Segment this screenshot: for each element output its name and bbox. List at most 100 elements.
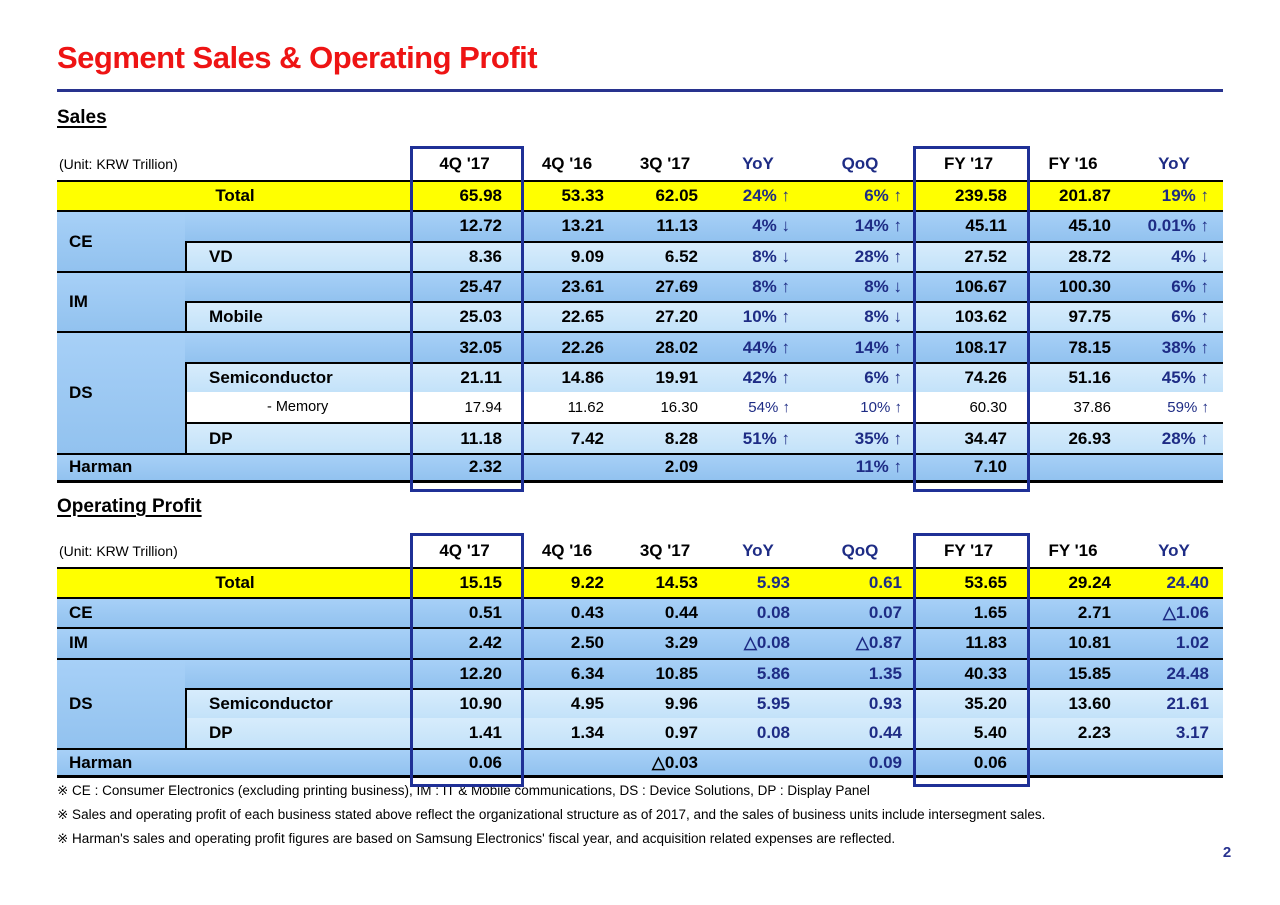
sales-cell-harman-col7	[1125, 452, 1223, 483]
sales-cell-harman-col3	[712, 452, 804, 483]
sales-column-header: 3Q '17	[618, 148, 712, 180]
op-cell-ce-col2: 0.44	[618, 597, 712, 628]
op-row-label-harman: Harman	[57, 748, 185, 779]
sales-cell-memory-col1: 11.62	[516, 392, 618, 423]
sales-column-header: YoY	[1125, 148, 1223, 180]
sales-cell-dp-col3: 51% ↑	[712, 422, 804, 453]
sales-cell-ds-col0: 32.05	[413, 331, 516, 362]
sales-cell-im-col4: 8% ↓	[804, 270, 916, 302]
sales-cell-ds-col2: 28.02	[618, 331, 712, 362]
sales-cell-memory-col6: 37.86	[1021, 392, 1125, 423]
op-cell-total-col5: 53.65	[916, 567, 1021, 598]
sales-cell-total-col1: 53.33	[516, 180, 618, 211]
sales-column-header: 4Q '16	[516, 148, 618, 180]
sales-cell-ds-col5: 108.17	[916, 331, 1021, 362]
op-row-label-ds: DS	[57, 657, 185, 749]
sales-column-header: YoY	[712, 148, 804, 180]
sales-table: (Unit: KRW Trillion) 4Q '17 4Q '16 3Q '17 Yo…	[57, 146, 1223, 492]
sales-cell-memory-col5: 60.30	[916, 392, 1021, 423]
sales-column-header: FY '16	[1021, 148, 1125, 180]
op-cell-im-col5: 11.83	[916, 627, 1021, 658]
op-cell-harman-col3	[712, 748, 804, 779]
op-cell-ds-col3: 5.86	[712, 657, 804, 688]
sales-cell-memory-col3: 54% ↑	[712, 392, 804, 423]
sales-cell-ds-col1: 22.26	[516, 331, 618, 362]
op-cell-im-col6: 10.81	[1021, 627, 1125, 658]
op-row-ce-label-spacer	[185, 597, 413, 628]
sales-cell-harman-col4: 11% ↑	[804, 452, 916, 483]
sales-cell-dp-col0: 11.18	[413, 422, 516, 453]
sales-cell-mobile-col2: 27.20	[618, 301, 712, 332]
sales-cell-harman-col2: 2.09	[618, 452, 712, 483]
op-cell-ce-col1: 0.43	[516, 597, 618, 628]
op-cell-ce-col0: 0.51	[413, 597, 516, 628]
op-cell-im-col3: △0.08	[712, 627, 804, 658]
sales-cell-im-col5: 106.67	[916, 270, 1021, 302]
sales-row-label-ds: DS	[57, 331, 185, 453]
sales-cell-ds-col3: 44% ↑	[712, 331, 804, 362]
op-cell-dp-col1: 1.34	[516, 717, 618, 749]
sales-cell-harman-col5: 7.10	[916, 452, 1021, 483]
op-cell-semiconductor-col4: 0.93	[804, 687, 916, 718]
operating-profit-section-heading: Operating Profit	[57, 496, 202, 517]
sales-cell-vd-col7: 4% ↓	[1125, 240, 1223, 271]
sales-row-label-semiconductor: Semiconductor	[185, 361, 413, 393]
op-cell-harman-col0: 0.06	[413, 748, 516, 779]
sales-cell-ds-col7: 38% ↑	[1125, 331, 1223, 362]
op-cell-dp-col2: 0.97	[618, 717, 712, 749]
op-cell-total-col2: 14.53	[618, 567, 712, 598]
op-cell-dp-col3: 0.08	[712, 717, 804, 749]
sales-cell-harman-col0: 2.32	[413, 452, 516, 483]
op-cell-ce-col6: 2.71	[1021, 597, 1125, 628]
op-column-header: QoQ	[804, 535, 916, 567]
sales-row-label-harman: Harman	[57, 452, 185, 483]
sales-cell-im-col7: 6% ↑	[1125, 270, 1223, 302]
op-column-header: YoY	[1125, 535, 1223, 567]
op-cell-semiconductor-col2: 9.96	[618, 687, 712, 718]
sales-column-header: QoQ	[804, 148, 916, 180]
op-cell-harman-col6	[1021, 748, 1125, 779]
sales-cell-im-col0: 25.47	[413, 270, 516, 302]
op-cell-dp-col5: 5.40	[916, 717, 1021, 749]
op-cell-im-col1: 2.50	[516, 627, 618, 658]
sales-cell-vd-col1: 9.09	[516, 240, 618, 271]
sales-unit-label: (Unit: KRW Trillion)	[57, 148, 413, 180]
footnote-org-structure: ※ Sales and operating profit of each bus…	[57, 807, 1046, 822]
sales-cell-harman-col1	[516, 452, 618, 483]
sales-row-label-ce: CE	[57, 210, 185, 271]
op-cell-semiconductor-col6: 13.60	[1021, 687, 1125, 718]
title-divider-rule	[57, 89, 1223, 92]
sales-cell-total-col6: 201.87	[1021, 180, 1125, 211]
sales-cell-vd-col0: 8.36	[413, 240, 516, 271]
op-cell-dp-col0: 1.41	[413, 717, 516, 749]
sales-row-label-vd: VD	[185, 240, 413, 271]
sales-row-label-im: IM	[57, 270, 185, 332]
sales-section-heading: Sales	[57, 107, 107, 128]
sales-cell-memory-col2: 16.30	[618, 392, 712, 423]
op-cell-harman-col4: 0.09	[804, 748, 916, 779]
sales-row-im-label-spacer	[185, 270, 413, 302]
footnotes: ※ CE : Consumer Electronics (excluding p…	[57, 779, 1227, 851]
sales-cell-ce-col2: 11.13	[618, 210, 712, 241]
sales-cell-vd-col6: 28.72	[1021, 240, 1125, 271]
op-cell-semiconductor-col3: 5.95	[712, 687, 804, 718]
op-cell-total-col0: 15.15	[413, 567, 516, 598]
sales-row-label-memory: - Memory	[185, 392, 413, 423]
sales-row-ds-label-spacer	[185, 331, 413, 362]
sales-cell-total-col3: 24% ↑	[712, 180, 804, 211]
op-cell-im-col4: △0.87	[804, 627, 916, 658]
op-row-label-dp: DP	[185, 717, 413, 749]
op-column-header: FY '17	[916, 535, 1021, 567]
op-cell-total-col3: 5.93	[712, 567, 804, 598]
sales-cell-ce-col1: 13.21	[516, 210, 618, 241]
sales-cell-vd-col4: 28% ↑	[804, 240, 916, 271]
sales-cell-ce-col3: 4% ↓	[712, 210, 804, 241]
sales-cell-harman-col6	[1021, 452, 1125, 483]
op-cell-ds-col5: 40.33	[916, 657, 1021, 688]
op-row-label-im: IM	[57, 627, 185, 658]
sales-cell-dp-col1: 7.42	[516, 422, 618, 453]
sales-row-harman-label-spacer	[185, 452, 413, 483]
sales-cell-vd-col5: 27.52	[916, 240, 1021, 271]
page-number: 2	[1222, 844, 1232, 861]
op-column-header: YoY	[712, 535, 804, 567]
